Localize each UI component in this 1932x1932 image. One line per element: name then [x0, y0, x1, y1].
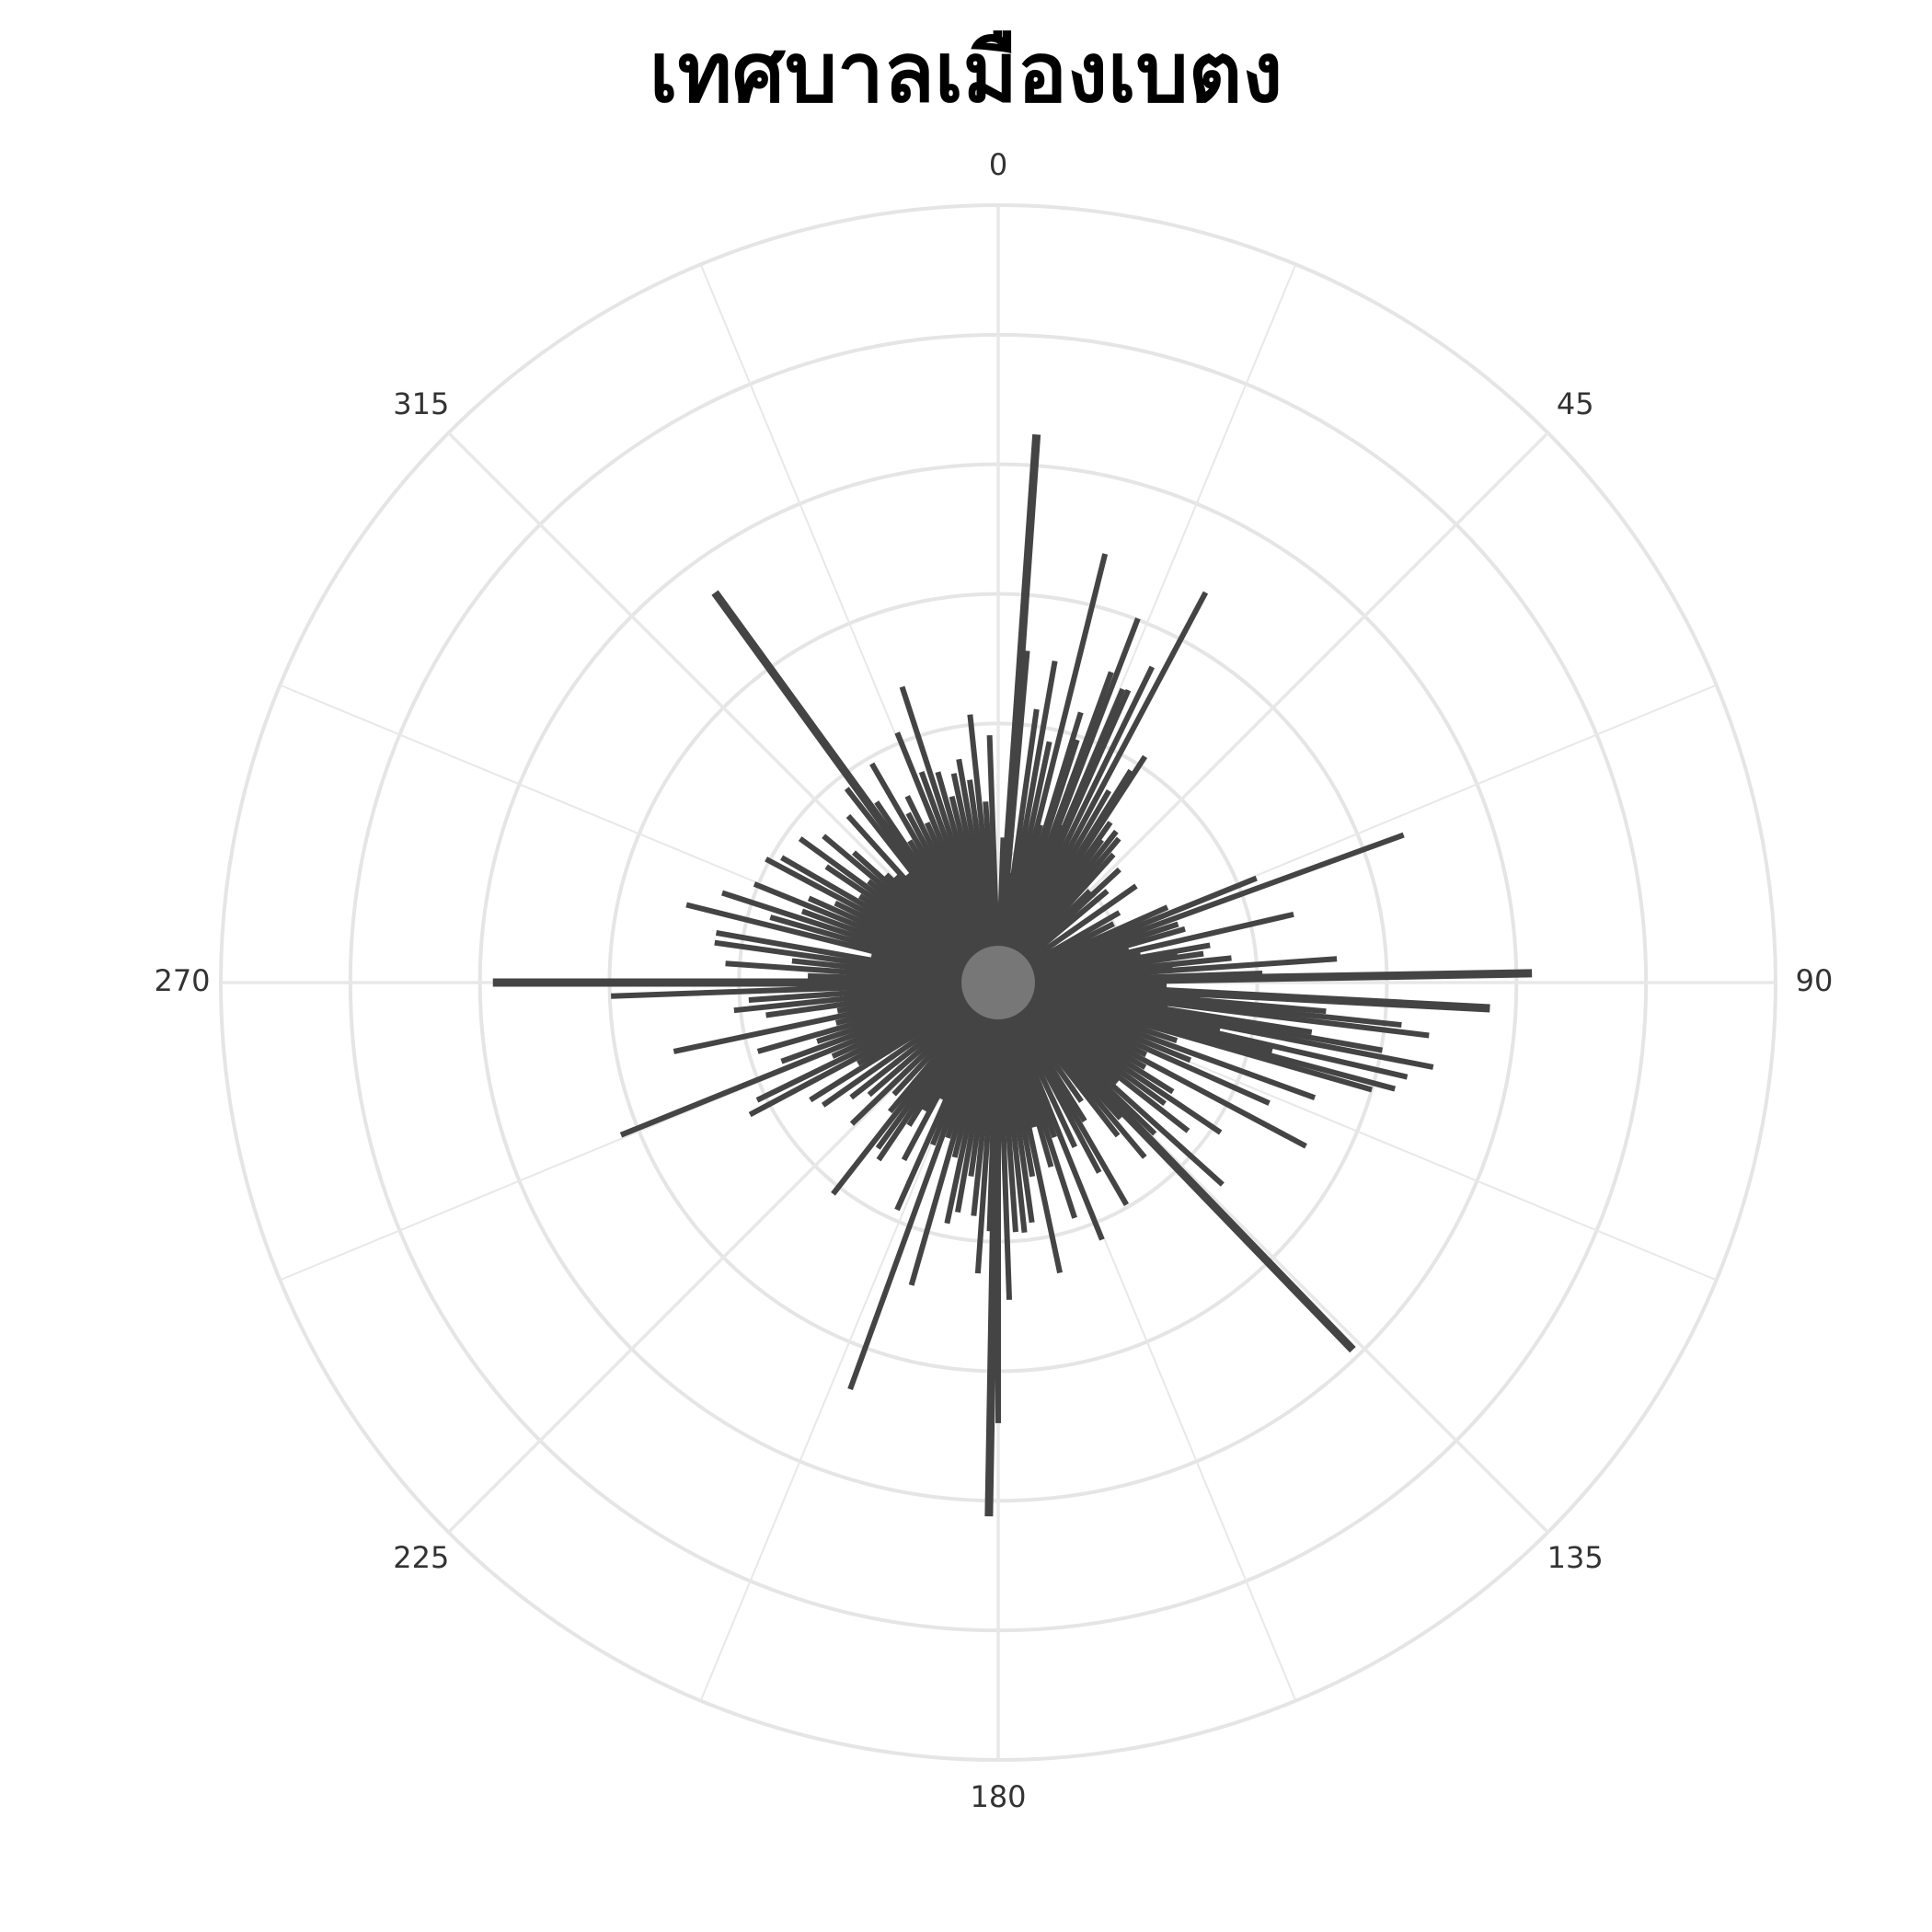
angular-tick-label: 0: [989, 147, 1007, 182]
chart-title: เทศบาลเมืองเบตง: [649, 25, 1283, 121]
angular-tick-label: 90: [1796, 963, 1834, 998]
bar-series: [492, 434, 1533, 1517]
angular-tick-labels: 0 45 90 135 180 225 270 315: [154, 147, 1833, 1814]
polar-bar: [995, 979, 1356, 1353]
polar-bar: [986, 735, 1001, 983]
angular-tick-label: 225: [393, 1540, 449, 1575]
polar-bar: [711, 590, 1002, 985]
center-hub: [961, 946, 1035, 1019]
polar-bar: [997, 969, 1533, 987]
angular-tick-label: 315: [393, 386, 449, 421]
angular-tick-label: 45: [1557, 386, 1594, 421]
angular-tick-label: 270: [154, 963, 210, 998]
angular-tick-label: 180: [970, 1779, 1026, 1814]
angular-tick-label: 135: [1547, 1540, 1604, 1575]
